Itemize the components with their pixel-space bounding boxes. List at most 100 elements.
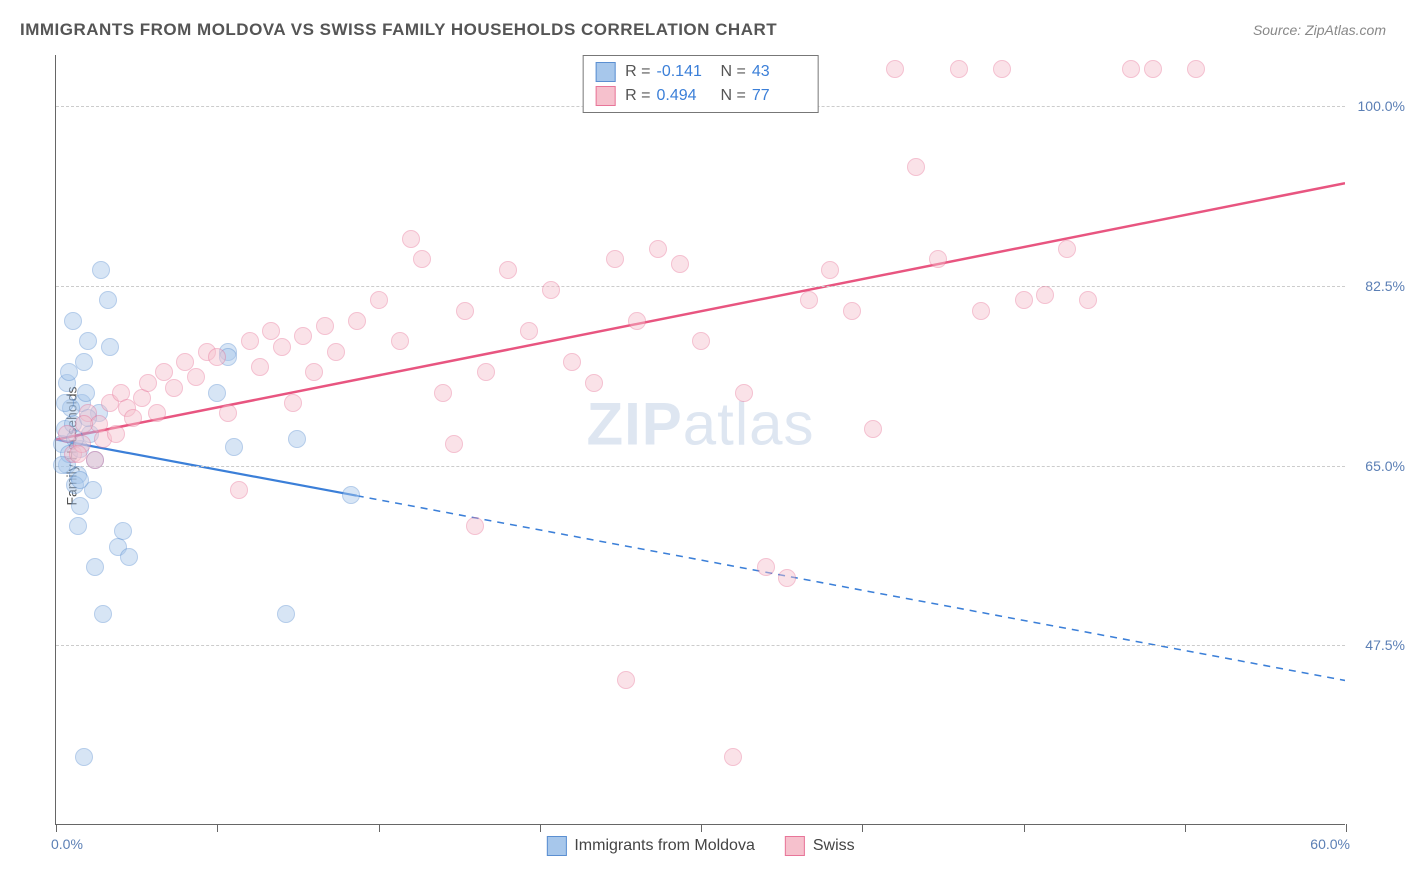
point-swiss [993, 60, 1011, 78]
point-swiss [348, 312, 366, 330]
point-moldova [64, 312, 82, 330]
x-tick [701, 824, 702, 832]
point-swiss [305, 363, 323, 381]
point-moldova [99, 291, 117, 309]
point-swiss [628, 312, 646, 330]
r-value-swiss: 0.494 [657, 87, 711, 105]
point-swiss [86, 451, 104, 469]
x-tick [1346, 824, 1347, 832]
point-swiss [148, 404, 166, 422]
point-swiss [843, 302, 861, 320]
point-swiss [402, 230, 420, 248]
swatch-swiss-icon [785, 836, 805, 856]
point-swiss [1187, 60, 1205, 78]
point-swiss [1144, 60, 1162, 78]
point-swiss [107, 425, 125, 443]
x-tick [862, 824, 863, 832]
x-tick [540, 824, 541, 832]
chart-title: IMMIGRANTS FROM MOLDOVA VS SWISS FAMILY … [20, 20, 777, 40]
point-swiss [499, 261, 517, 279]
point-swiss [294, 327, 312, 345]
legend-row-moldova: R = -0.141 N = 43 [591, 60, 810, 84]
point-swiss [251, 358, 269, 376]
point-swiss [1058, 240, 1076, 258]
point-swiss [370, 291, 388, 309]
point-moldova [92, 261, 110, 279]
trend-lines [56, 55, 1345, 824]
point-swiss [617, 671, 635, 689]
point-swiss [724, 748, 742, 766]
x-tick [379, 824, 380, 832]
point-swiss [757, 558, 775, 576]
point-swiss [187, 368, 205, 386]
y-tick-label: 82.5% [1350, 278, 1405, 294]
point-swiss [800, 291, 818, 309]
point-moldova [94, 605, 112, 623]
plot-canvas: ZIPatlas R = -0.141 N = 43 R = 0.494 N =… [56, 55, 1345, 824]
r-label: R = [625, 87, 650, 105]
point-swiss [1015, 291, 1033, 309]
point-swiss [520, 322, 538, 340]
watermark: ZIPatlas [586, 390, 814, 459]
point-moldova [77, 384, 95, 402]
x-axis-max-label: 60.0% [1310, 836, 1350, 852]
gridline [56, 645, 1345, 646]
point-moldova [69, 517, 87, 535]
point-swiss [886, 60, 904, 78]
legend-row-swiss: R = 0.494 N = 77 [591, 84, 810, 108]
point-swiss [391, 332, 409, 350]
legend-item-moldova: Immigrants from Moldova [546, 836, 755, 856]
gridline [56, 466, 1345, 467]
r-value-moldova: -0.141 [657, 63, 711, 81]
point-swiss [456, 302, 474, 320]
point-swiss [950, 60, 968, 78]
point-swiss [542, 281, 560, 299]
r-label: R = [625, 63, 650, 81]
point-swiss [649, 240, 667, 258]
point-moldova [277, 605, 295, 623]
point-swiss [585, 374, 603, 392]
legend-label-swiss: Swiss [813, 837, 855, 855]
point-swiss [219, 404, 237, 422]
swatch-moldova-icon [595, 62, 615, 82]
point-moldova [114, 522, 132, 540]
point-swiss [58, 425, 76, 443]
point-moldova [101, 338, 119, 356]
x-tick [1185, 824, 1186, 832]
point-moldova [86, 558, 104, 576]
y-tick-label: 100.0% [1350, 98, 1405, 114]
point-swiss [69, 445, 87, 463]
point-swiss [208, 348, 226, 366]
point-swiss [477, 363, 495, 381]
point-swiss [1036, 286, 1054, 304]
point-moldova [71, 497, 89, 515]
point-swiss [75, 415, 93, 433]
x-tick [1024, 824, 1025, 832]
point-swiss [230, 481, 248, 499]
point-swiss [778, 569, 796, 587]
n-label: N = [721, 87, 746, 105]
point-swiss [1122, 60, 1140, 78]
point-swiss [124, 409, 142, 427]
point-moldova [75, 748, 93, 766]
y-tick-label: 65.0% [1350, 458, 1405, 474]
point-swiss [606, 250, 624, 268]
point-swiss [327, 343, 345, 361]
point-swiss [907, 158, 925, 176]
point-swiss [1079, 291, 1097, 309]
legend-label-moldova: Immigrants from Moldova [574, 837, 755, 855]
point-swiss [241, 332, 259, 350]
point-swiss [413, 250, 431, 268]
point-swiss [671, 255, 689, 273]
point-swiss [972, 302, 990, 320]
n-value-moldova: 43 [752, 63, 806, 81]
point-swiss [466, 517, 484, 535]
point-swiss [563, 353, 581, 371]
gridline [56, 286, 1345, 287]
point-swiss [929, 250, 947, 268]
swatch-swiss-icon [595, 86, 615, 106]
point-swiss [445, 435, 463, 453]
swatch-moldova-icon [546, 836, 566, 856]
point-swiss [434, 384, 452, 402]
legend-item-swiss: Swiss [785, 836, 855, 856]
